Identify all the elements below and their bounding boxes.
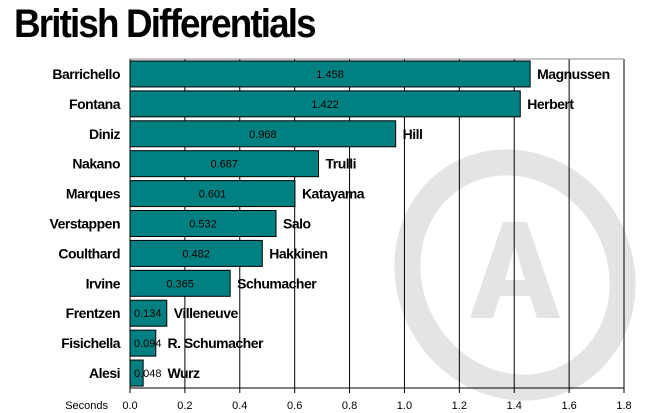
category-label: Fisichella bbox=[61, 335, 121, 351]
data-label: 0.094 bbox=[134, 338, 162, 350]
bar bbox=[129, 60, 531, 88]
data-label: 0.968 bbox=[249, 129, 277, 141]
category-label: Diniz bbox=[89, 126, 120, 142]
data-label: 0.687 bbox=[211, 159, 239, 171]
category-label: Irvine bbox=[86, 275, 121, 291]
data-label: 0.134 bbox=[134, 308, 162, 320]
x-tick-label: 1.6 bbox=[561, 400, 576, 412]
compared-driver-label: Hakkinen bbox=[269, 245, 327, 261]
category-label: Verstappen bbox=[50, 216, 120, 232]
bar bbox=[129, 239, 263, 267]
category-label: Marques bbox=[66, 186, 121, 202]
data-label: 1.458 bbox=[316, 69, 344, 81]
x-tick-label: 1.8 bbox=[616, 400, 631, 412]
compared-driver-label: Trulli bbox=[326, 156, 356, 172]
data-label: 0.365 bbox=[166, 278, 194, 290]
data-label: 0.482 bbox=[182, 248, 210, 260]
bar bbox=[129, 120, 397, 148]
bar bbox=[129, 299, 168, 327]
bar bbox=[129, 180, 296, 208]
x-tick-label: 0.4 bbox=[232, 400, 247, 412]
compared-driver-label: Schumacher bbox=[237, 275, 317, 291]
data-label: 0.601 bbox=[199, 189, 227, 201]
bar bbox=[129, 90, 521, 118]
bar bbox=[129, 210, 277, 237]
watermark-logo-ring bbox=[394, 149, 636, 401]
category-label: Coulthard bbox=[58, 245, 120, 261]
x-tick-label: 1.4 bbox=[507, 400, 522, 412]
category-label: Barrichello bbox=[52, 66, 120, 82]
category-label: Nakano bbox=[72, 156, 120, 172]
compared-driver-label: Hill bbox=[403, 126, 423, 142]
data-label: 1.422 bbox=[311, 99, 339, 111]
compared-driver-label: Herbert bbox=[527, 96, 574, 112]
data-label: 0.532 bbox=[189, 219, 217, 231]
compared-driver-label: Villeneuve bbox=[174, 305, 239, 321]
bar bbox=[129, 359, 144, 387]
compared-driver-label: Wurz bbox=[168, 365, 200, 381]
x-tick-label: 1.0 bbox=[397, 400, 412, 412]
x-tick-label: 0.8 bbox=[342, 400, 357, 412]
x-axis-label: Seconds bbox=[65, 400, 108, 412]
category-label: Alesi bbox=[89, 365, 120, 381]
compared-driver-label: Salo bbox=[283, 216, 311, 232]
category-label: Fontana bbox=[69, 96, 121, 112]
bar bbox=[129, 269, 231, 297]
compared-driver-label: Katayama bbox=[302, 186, 365, 202]
compared-driver-label: Magnussen bbox=[537, 66, 610, 82]
chart-title: British Differentials bbox=[14, 2, 317, 46]
x-tick-label: 0.6 bbox=[287, 400, 302, 412]
x-tick-label: 1.2 bbox=[452, 400, 467, 412]
x-tick-label: 0.2 bbox=[177, 400, 192, 412]
compared-driver-label: R. Schumacher bbox=[168, 335, 264, 351]
data-label: 0.048 bbox=[134, 368, 162, 380]
category-label: Frentzen bbox=[66, 305, 120, 321]
x-tick-label: 0.0 bbox=[122, 400, 137, 412]
bar bbox=[129, 329, 157, 357]
watermark-logo-letter-icon bbox=[470, 222, 560, 318]
bar bbox=[129, 150, 320, 178]
